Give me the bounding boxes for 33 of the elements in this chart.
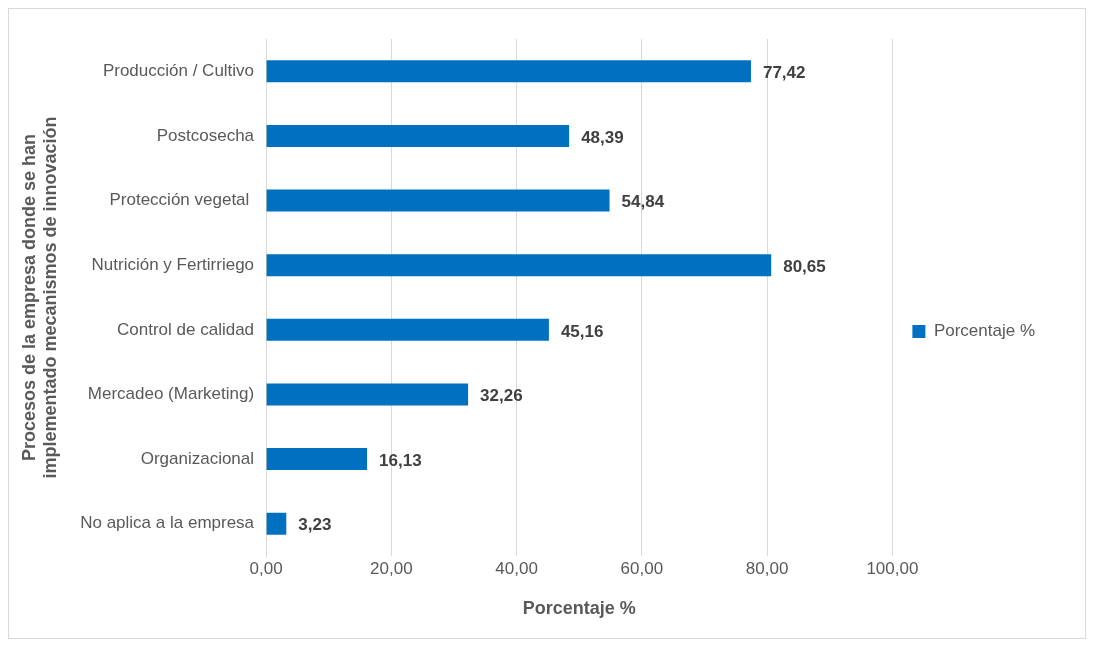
bar <box>266 383 469 406</box>
x-tick-label: 20,00 <box>370 558 413 578</box>
data-label: 54,84 <box>621 192 665 212</box>
x-tick-label: 80,00 <box>745 558 789 578</box>
data-label: 45,16 <box>560 321 604 341</box>
bar <box>266 512 287 535</box>
bar <box>266 189 610 212</box>
y-tick-label: Postcosecha <box>156 125 255 145</box>
data-label: 32,26 <box>480 386 523 406</box>
y-tick-label: Organizacional <box>140 448 255 468</box>
data-label: 3,23 <box>298 515 332 535</box>
y-tick-label: Control de calidad <box>117 319 255 339</box>
y-tick-label: Protección vegetal <box>109 190 255 210</box>
data-label: 16,13 <box>379 450 422 470</box>
data-label: 80,65 <box>783 256 826 276</box>
bar <box>266 124 570 147</box>
x-tick-label: 100,00 <box>866 558 919 578</box>
y-tick-label: Nutrición y Fertirriego <box>91 254 255 274</box>
bar <box>266 60 751 83</box>
y-tick-label: Mercadeo (Marketing) <box>87 384 255 404</box>
legend-label: Porcentaje % <box>933 321 1036 341</box>
data-label: 77,42 <box>762 63 806 82</box>
x-axis-title: Porcentaje % <box>522 598 636 619</box>
x-tick-label: 60,00 <box>620 558 664 578</box>
data-label: 48,39 <box>581 127 624 147</box>
x-tick-label: 40,00 <box>495 558 538 578</box>
y-tick-label: No aplica a la empresa <box>80 513 255 533</box>
x-tick-label: 0,00 <box>249 558 283 578</box>
bar <box>266 448 368 471</box>
bar <box>266 318 549 341</box>
bar <box>266 254 772 277</box>
y-tick-label: Producción / Cultivo <box>102 61 255 80</box>
y-axis-title: Procesos de la empresa donde se han implementado mecanismos de innovación <box>18 116 61 479</box>
